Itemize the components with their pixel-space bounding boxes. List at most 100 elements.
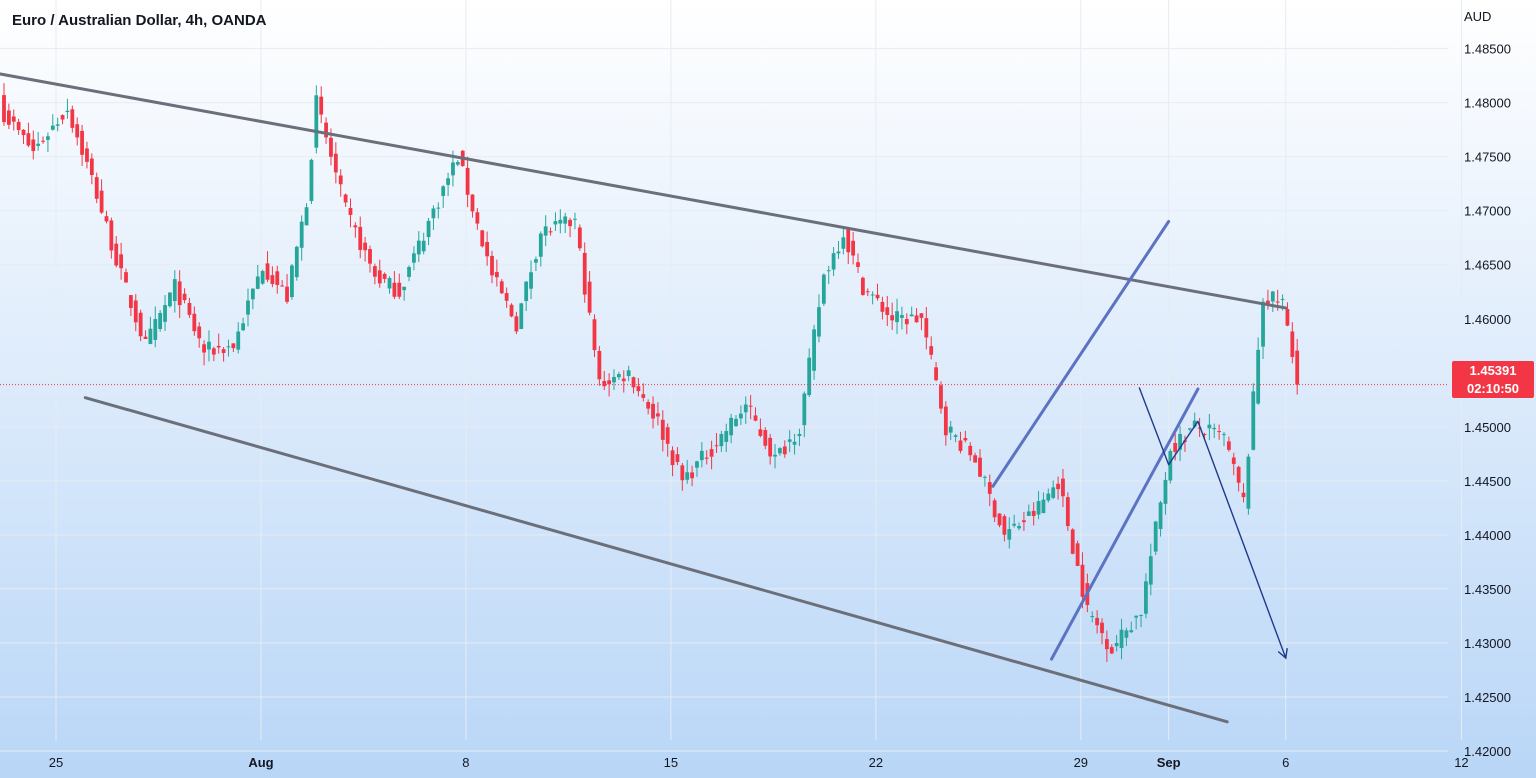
y-tick-label: 1.42000 (1464, 744, 1511, 759)
rising-channel-upper (991, 220, 1171, 488)
candle (934, 361, 938, 382)
candle (1148, 543, 1153, 596)
candle (372, 263, 377, 285)
candle (602, 370, 607, 391)
candle (202, 340, 206, 366)
candle (470, 194, 475, 218)
candle (621, 370, 626, 393)
candle (446, 172, 450, 197)
candle (597, 345, 602, 386)
candle (514, 311, 519, 335)
candle (1017, 522, 1021, 531)
candle (1256, 337, 1261, 405)
candle (719, 430, 724, 452)
candle (987, 474, 992, 507)
candle (382, 272, 387, 283)
candle (909, 306, 914, 317)
candle (846, 227, 851, 265)
candle (778, 447, 782, 456)
candle (70, 105, 75, 133)
candle (60, 114, 65, 125)
candle (333, 142, 338, 184)
candle (929, 336, 934, 360)
candle (924, 306, 929, 350)
time-axis[interactable]: 25 Aug 8 15 22 29 Sep 6 12 (49, 755, 1469, 770)
candle (519, 302, 524, 330)
candle (402, 286, 407, 301)
candle (797, 428, 802, 447)
candle (670, 446, 675, 477)
chart-title: Euro / Australian Dollar, 4h, OANDA (12, 12, 267, 29)
candle (55, 117, 60, 132)
price-axis[interactable]: AUD 1.42000 1.42500 1.43000 1.43500 1.44000 1… (1464, 9, 1511, 759)
candle (1226, 436, 1231, 452)
candle (294, 245, 299, 281)
candle (1168, 448, 1173, 484)
y-tick-label: 1.47000 (1464, 204, 1511, 219)
candle (870, 291, 875, 305)
candle (421, 232, 426, 255)
candle (6, 103, 11, 130)
candle (1002, 514, 1007, 542)
candle (133, 294, 138, 332)
candle (431, 205, 436, 230)
candle (163, 295, 167, 331)
candle (914, 308, 919, 323)
candle (285, 274, 289, 304)
candle (953, 433, 958, 443)
candle (211, 346, 216, 362)
candle (1266, 289, 1270, 310)
candle (490, 250, 494, 284)
candle (407, 265, 411, 282)
candle (1031, 502, 1036, 526)
candle (226, 339, 231, 357)
candle (85, 141, 89, 169)
candle (729, 413, 734, 444)
candle (280, 280, 285, 287)
candle (119, 242, 124, 280)
candle (426, 217, 431, 246)
candle (968, 442, 973, 461)
candle (31, 130, 36, 160)
candle (738, 405, 743, 425)
candle (880, 296, 885, 320)
candle (1236, 465, 1241, 492)
candle (465, 156, 470, 208)
candle (114, 235, 119, 268)
y-tick-label: 1.48000 (1464, 96, 1511, 111)
candle (743, 396, 748, 424)
candle (11, 109, 16, 131)
candle (1212, 423, 1217, 438)
candle (192, 306, 197, 336)
candle (992, 498, 997, 523)
candle (1222, 431, 1226, 447)
candle (338, 169, 343, 197)
candle (1285, 302, 1290, 327)
candle (978, 449, 982, 478)
candle (543, 215, 548, 247)
candle (1041, 492, 1046, 514)
candle (763, 427, 768, 450)
candle (504, 287, 509, 308)
candle (1007, 517, 1012, 549)
candle (319, 86, 324, 124)
candle (143, 330, 148, 339)
candle (577, 224, 582, 251)
candle (480, 229, 485, 248)
candle (573, 212, 577, 230)
candle (553, 212, 558, 231)
candle (158, 310, 163, 332)
candle (895, 298, 899, 335)
candle (392, 271, 397, 300)
candle (856, 253, 860, 273)
candle (690, 465, 694, 487)
candle (46, 132, 50, 153)
candle (197, 322, 202, 348)
candle (65, 98, 70, 119)
candle (348, 198, 353, 228)
candle (768, 433, 773, 465)
candle (699, 442, 704, 468)
candle (104, 210, 109, 224)
